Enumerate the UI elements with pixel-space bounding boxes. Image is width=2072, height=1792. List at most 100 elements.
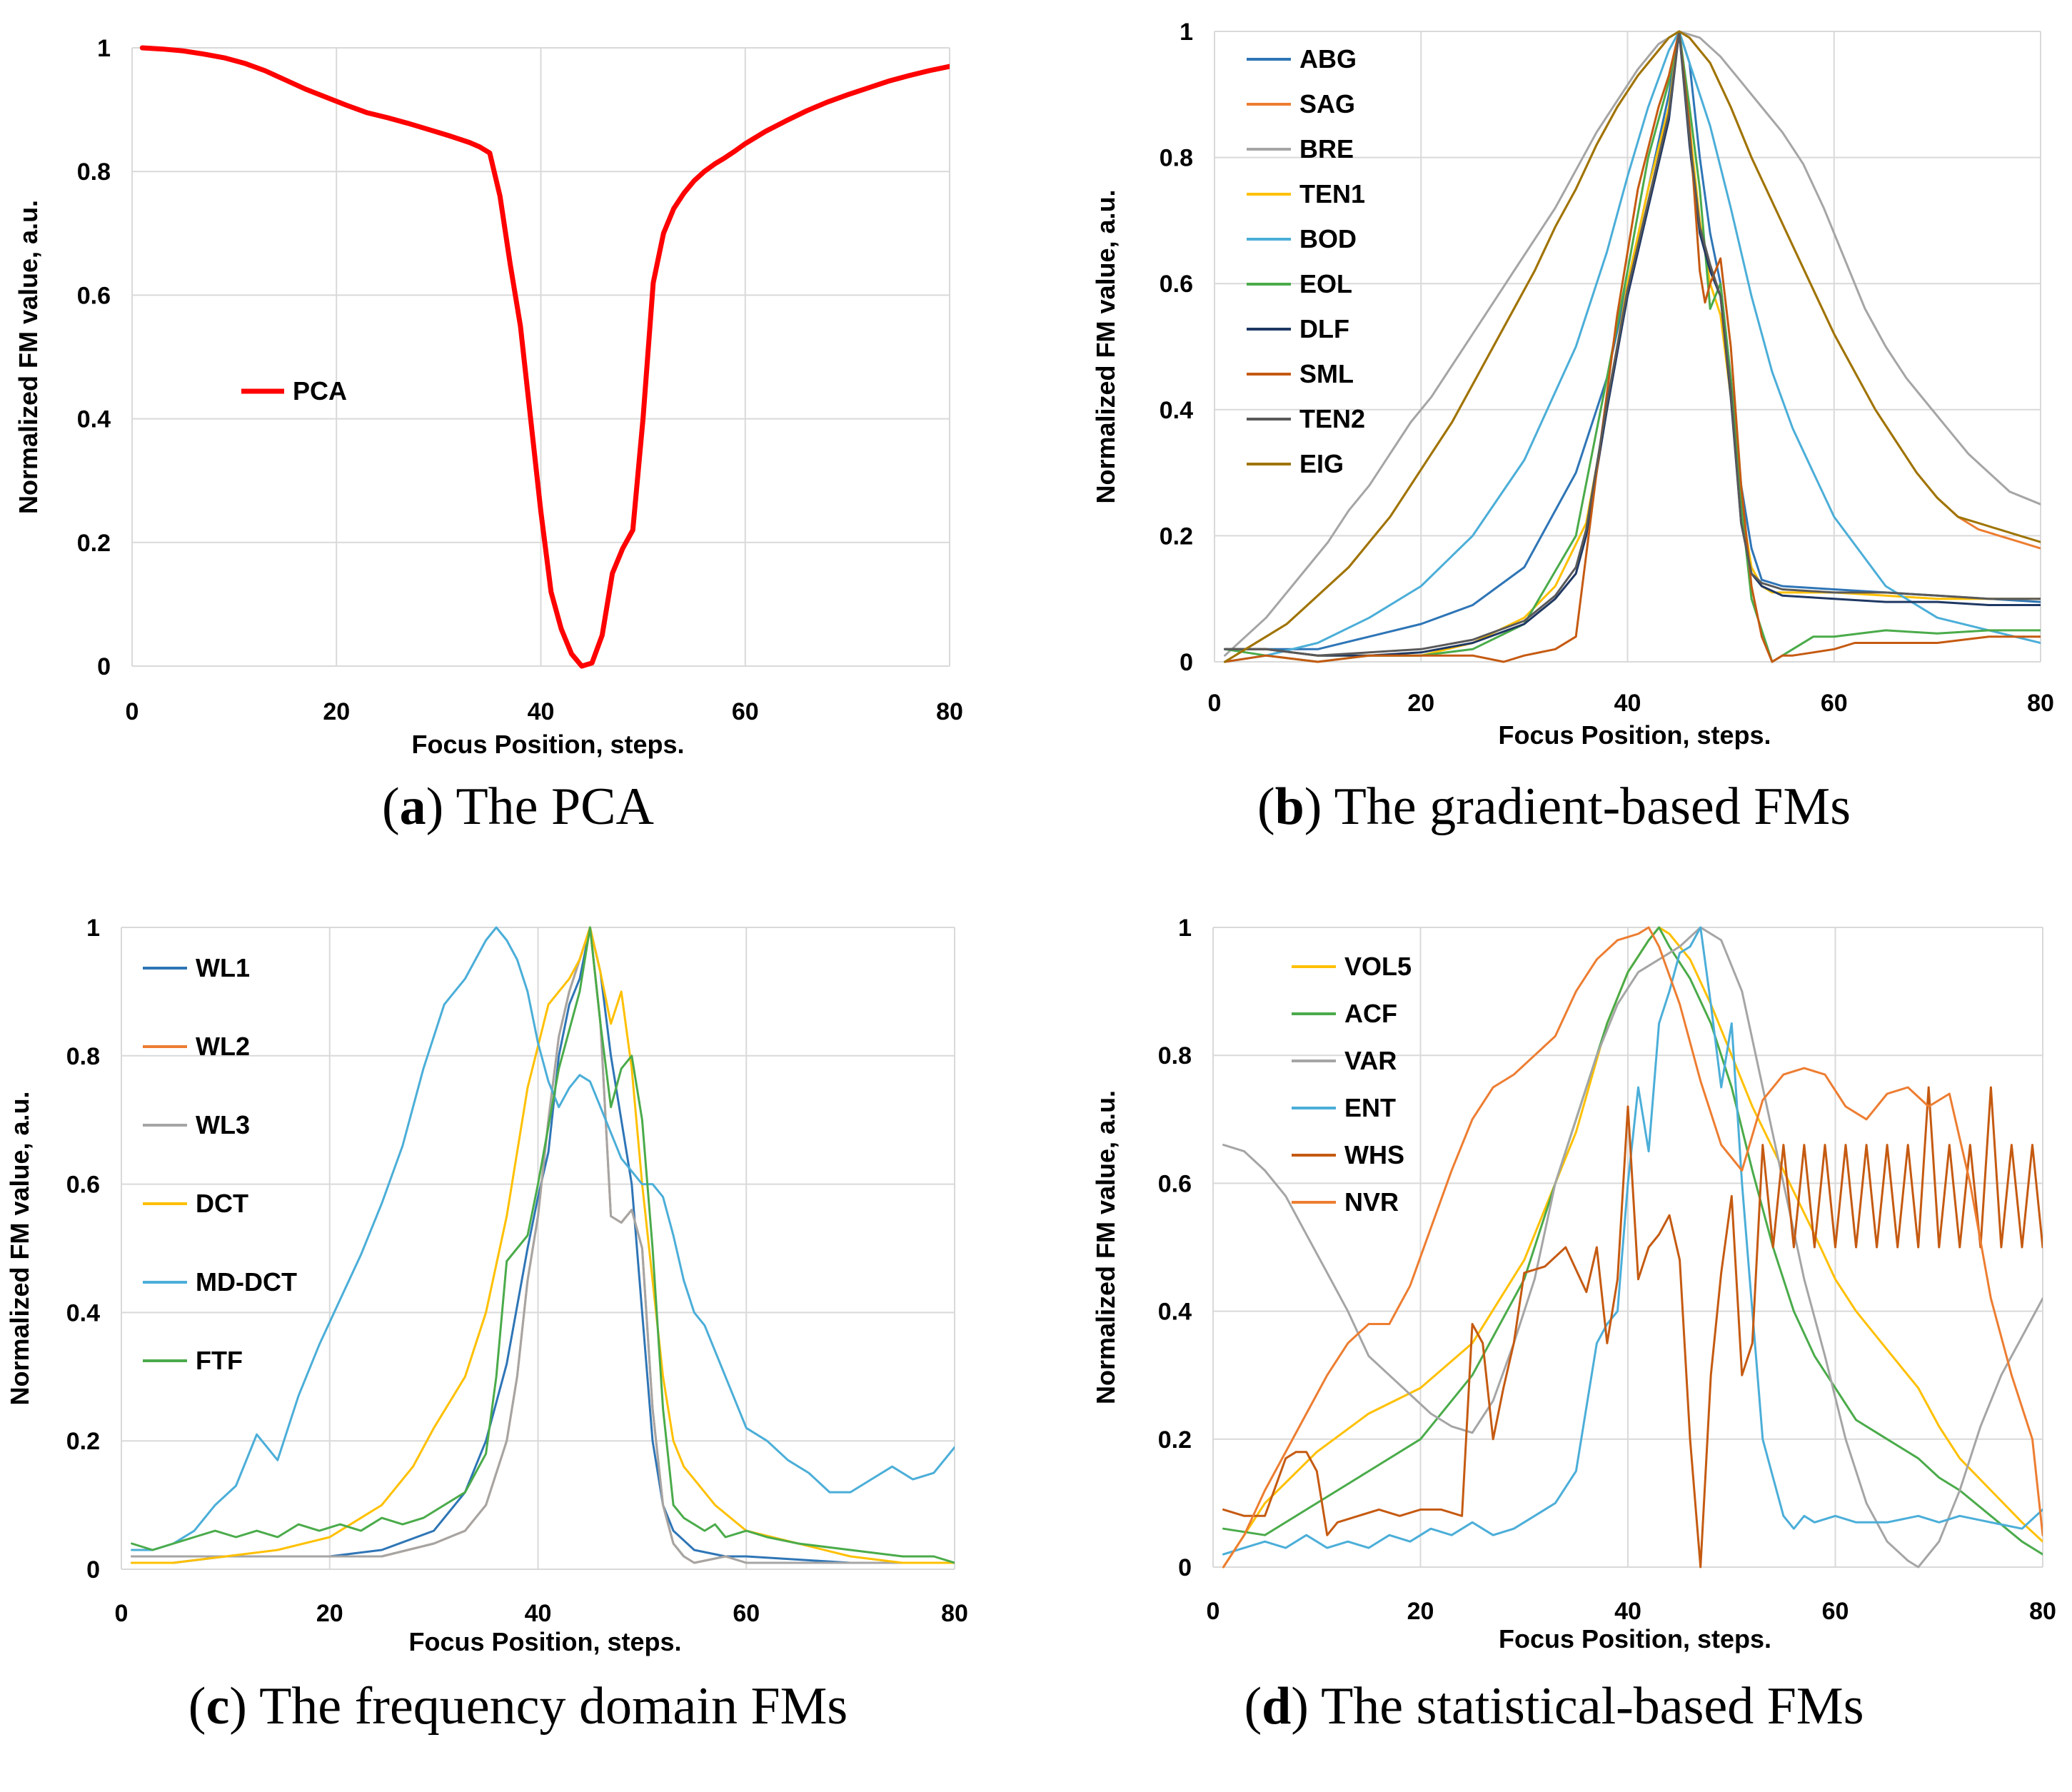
series-group	[131, 926, 955, 1564]
legend-label-ent: ENT	[1344, 1093, 1396, 1122]
caption-letter: b	[1274, 777, 1304, 836]
caption-text: The statistical-based FMs	[1321, 1677, 1864, 1736]
y-tick-label: 0.4	[66, 1299, 100, 1327]
y-tick-label: 0.2	[1160, 523, 1193, 550]
legend-label-dct: DCT	[196, 1189, 248, 1218]
legend-label-wl1: WL1	[196, 953, 250, 982]
caption-text: The gradient-based FMs	[1334, 777, 1851, 836]
x-tick-label: 60	[733, 1600, 760, 1627]
chart-panel-statistical: 0 0.2 0.4 0.6 0.8 1 0 20 40 60 80 Focus Position, s…	[1036, 895, 2072, 1792]
tick-labels: 0 0.2 0.4 0.6 0.8 1 0 20 40 60 80	[66, 915, 968, 1627]
legend: VOL5 ACF VAR ENT WHS NVR	[1292, 952, 1412, 1217]
x-tick-label: 20	[316, 1600, 343, 1627]
x-axis-title: Focus Position, steps.	[411, 730, 684, 759]
y-tick-label: 0.6	[1158, 1170, 1192, 1197]
legend: PCA	[241, 376, 347, 406]
legend-label-dlf: DLF	[1299, 314, 1349, 343]
chart-panel-frequency: 0 0.2 0.4 0.6 0.8 1 0 20 40 60 80 Focus Position, s…	[0, 895, 1036, 1792]
x-tick-label: 60	[1822, 1598, 1849, 1625]
legend-label-wl3: WL3	[196, 1110, 250, 1139]
series-line-pca	[139, 45, 950, 669]
x-axis-title: Focus Position, steps.	[1498, 720, 1771, 750]
series-line-md-dct	[131, 926, 955, 1551]
chart-panel-pca: 0 0.2 0.4 0.6 0.8 1 0 20 40 60 80 Focus Position, s…	[0, 0, 1036, 895]
y-axis-title: Normalized FM value, a.u.	[1091, 1090, 1120, 1404]
series-line-sml	[1224, 30, 2041, 663]
caption-letter: c	[206, 1677, 230, 1736]
y-tick-label: 0.4	[77, 406, 111, 433]
y-axis-title: Normalized FM value, a.u.	[14, 200, 43, 514]
legend-label-ftf: FTF	[196, 1346, 243, 1375]
x-tick-label: 20	[323, 698, 350, 725]
caption-pca: (a) The PCA	[382, 777, 654, 836]
gridlines	[131, 47, 950, 667]
y-tick-label: 1	[97, 35, 111, 62]
x-tick-label: 20	[1407, 1598, 1434, 1625]
series-line-dlf	[1224, 30, 2041, 657]
legend-label-sag: SAG	[1299, 89, 1355, 119]
chart-statistical: 0 0.2 0.4 0.6 0.8 1 0 20 40 60 80 Focus Position, s…	[1091, 915, 2056, 1653]
y-tick-label: 0	[86, 1556, 100, 1584]
y-axis-title: Normalized FM value, a.u.	[1091, 189, 1120, 503]
y-tick-label: 0	[1180, 649, 1193, 676]
caption-gradient: (b) The gradient-based FMs	[1257, 777, 1851, 836]
y-tick-label: 1	[86, 915, 100, 942]
chart-frequency: 0 0.2 0.4 0.6 0.8 1 0 20 40 60 80 Focus Position, s…	[5, 915, 968, 1656]
y-tick-label: 0	[97, 653, 111, 680]
series-line-dct	[131, 926, 955, 1564]
legend-label-bod: BOD	[1299, 224, 1357, 253]
legend-label-sml: SML	[1299, 359, 1354, 388]
gridlines	[121, 927, 955, 1570]
tick-labels: 0 0.2 0.4 0.6 0.8 1 0 20 40 60 80	[1160, 19, 2054, 717]
legend-label-pca: PCA	[293, 376, 347, 406]
tick-labels: 0 0.2 0.4 0.6 0.8 1 0 20 40 60 80	[1158, 915, 2056, 1625]
chart-panel-gradient: 0 0.2 0.4 0.6 0.8 1 0 20 40 60 80 Focus Position, s…	[1036, 0, 2072, 895]
series-line-nvr	[1222, 926, 2043, 1569]
x-tick-label: 40	[1614, 690, 1641, 717]
x-tick-label: 40	[528, 698, 555, 725]
caption-frequency: (c) The frequency domain FMs	[188, 1677, 848, 1736]
legend-label-md-dct: MD-DCT	[196, 1267, 297, 1297]
y-tick-label: 0	[1178, 1554, 1192, 1581]
tick-labels: 0 0.2 0.4 0.6 0.8 1 0 20 40 60 80	[77, 35, 963, 725]
series-group	[1222, 926, 2043, 1569]
y-tick-label: 0.8	[77, 158, 111, 186]
y-tick-label: 0.8	[66, 1043, 100, 1070]
gridlines	[1214, 31, 2041, 663]
y-tick-label: 1	[1180, 19, 1193, 46]
x-tick-label: 20	[1407, 690, 1434, 717]
series-line-ten2	[1224, 30, 2041, 657]
y-tick-label: 0.2	[66, 1428, 100, 1455]
legend-label-bre: BRE	[1299, 134, 1354, 163]
y-axis-title: Normalized FM value, a.u.	[5, 1091, 34, 1405]
legend-label-var: VAR	[1344, 1046, 1397, 1075]
y-tick-label: 0.2	[1158, 1426, 1192, 1454]
y-tick-label: 0.6	[77, 282, 111, 309]
x-axis-title: Focus Position, steps.	[408, 1627, 681, 1656]
chart-pca: 0 0.2 0.4 0.6 0.8 1 0 20 40 60 80 Focus Position, s…	[14, 35, 963, 759]
y-tick-label: 0.4	[1160, 397, 1193, 424]
x-tick-label: 40	[1614, 1598, 1641, 1625]
legend: ABG SAG BRE TEN1 BOD EOL DLF SML TEN2 EIG	[1247, 44, 1365, 478]
caption-letter: a	[399, 777, 426, 836]
series-line-ftf	[131, 926, 955, 1564]
series-line-bre	[1224, 30, 2041, 657]
legend-label-vol5: VOL5	[1344, 952, 1412, 981]
y-tick-label: 0.6	[66, 1172, 100, 1199]
y-tick-label: 0.6	[1160, 271, 1193, 298]
x-tick-label: 0	[1208, 690, 1222, 717]
caption-text: The frequency domain FMs	[259, 1677, 848, 1736]
x-tick-label: 40	[525, 1600, 552, 1627]
series-line-ent	[1222, 926, 2043, 1556]
legend-label-whs: WHS	[1344, 1140, 1404, 1169]
x-tick-label: 0	[126, 698, 139, 725]
x-tick-label: 80	[941, 1600, 968, 1627]
legend-label-abg: ABG	[1299, 44, 1357, 74]
caption-statistical: (d) The statistical-based FMs	[1244, 1677, 1864, 1736]
chart-gradient: 0 0.2 0.4 0.6 0.8 1 0 20 40 60 80 Focus Position, s…	[1091, 19, 2054, 750]
series-group	[139, 45, 950, 669]
legend-label-nvr: NVR	[1344, 1187, 1399, 1217]
x-tick-label: 80	[2029, 1598, 2056, 1625]
series-line-var	[1222, 926, 2043, 1569]
legend-label-eol: EOL	[1299, 269, 1352, 298]
